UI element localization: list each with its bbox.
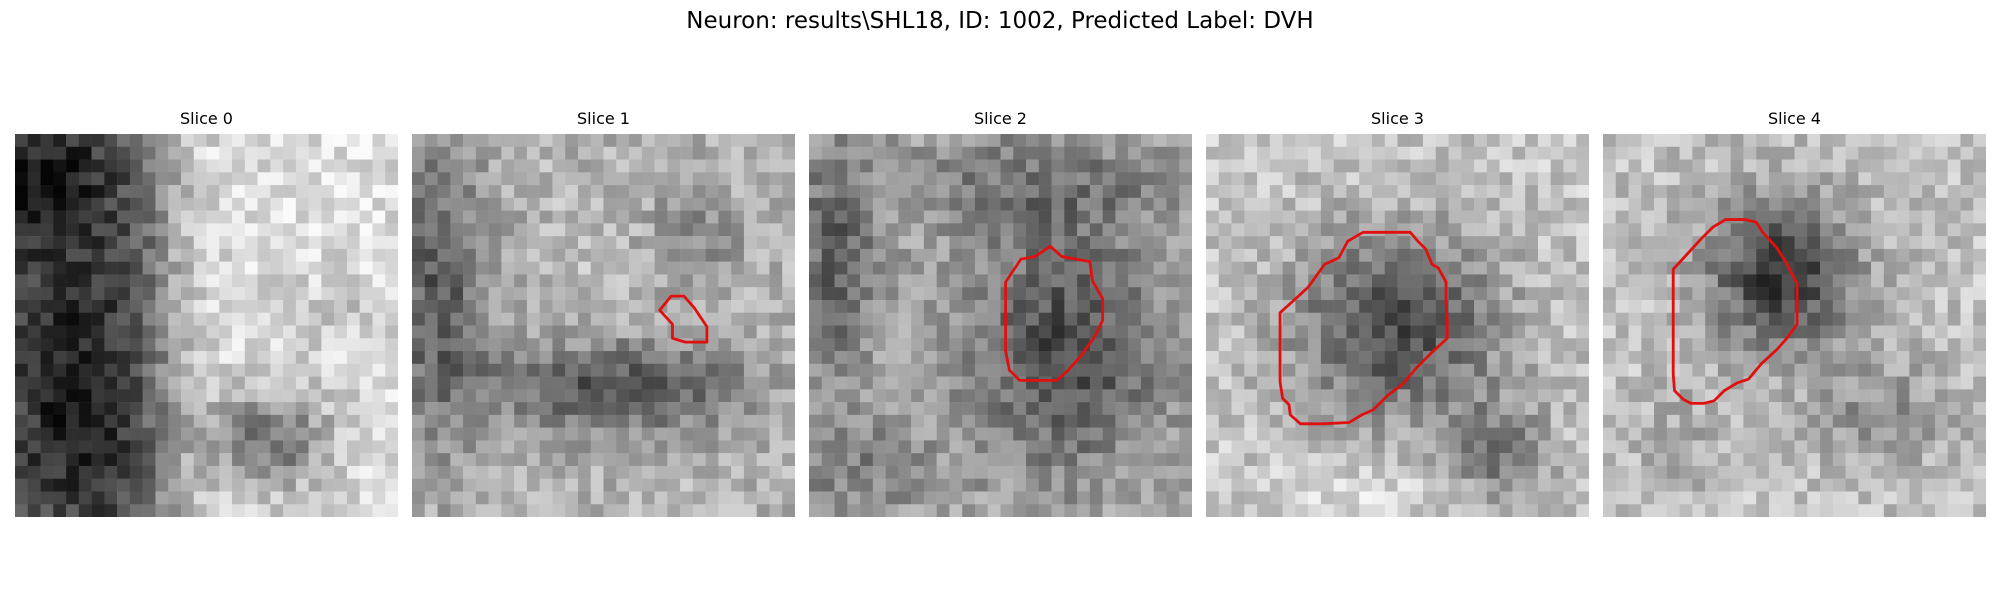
- slice-image-1: [412, 134, 795, 517]
- slice-title-0: Slice 0: [180, 109, 233, 128]
- slice-title-4: Slice 4: [1768, 109, 1821, 128]
- figure-title: Neuron: results\SHL18, ID: 1002, Predict…: [686, 8, 1314, 34]
- neuron-contour-1: [658, 294, 709, 344]
- slice-title-1: Slice 1: [577, 109, 630, 128]
- slice-panel-2: Slice 2: [809, 108, 1192, 517]
- slice-image-4: [1603, 134, 1986, 517]
- slice-image-0: [15, 134, 398, 517]
- slice-panel-4: Slice 4: [1603, 108, 1986, 517]
- slice-panel-3: Slice 3: [1206, 108, 1589, 517]
- slice-title-2: Slice 2: [974, 109, 1027, 128]
- slice-image-2: [809, 134, 1192, 517]
- slice-title-3: Slice 3: [1371, 109, 1424, 128]
- slice-panel-1: Slice 1: [412, 108, 795, 517]
- neuron-contour-4: [1671, 218, 1799, 405]
- slice-image-3: [1206, 134, 1589, 517]
- slice-panel-0: Slice 0: [15, 108, 398, 517]
- neuron-contour-3: [1278, 230, 1449, 426]
- neuron-contour-2: [1004, 244, 1105, 382]
